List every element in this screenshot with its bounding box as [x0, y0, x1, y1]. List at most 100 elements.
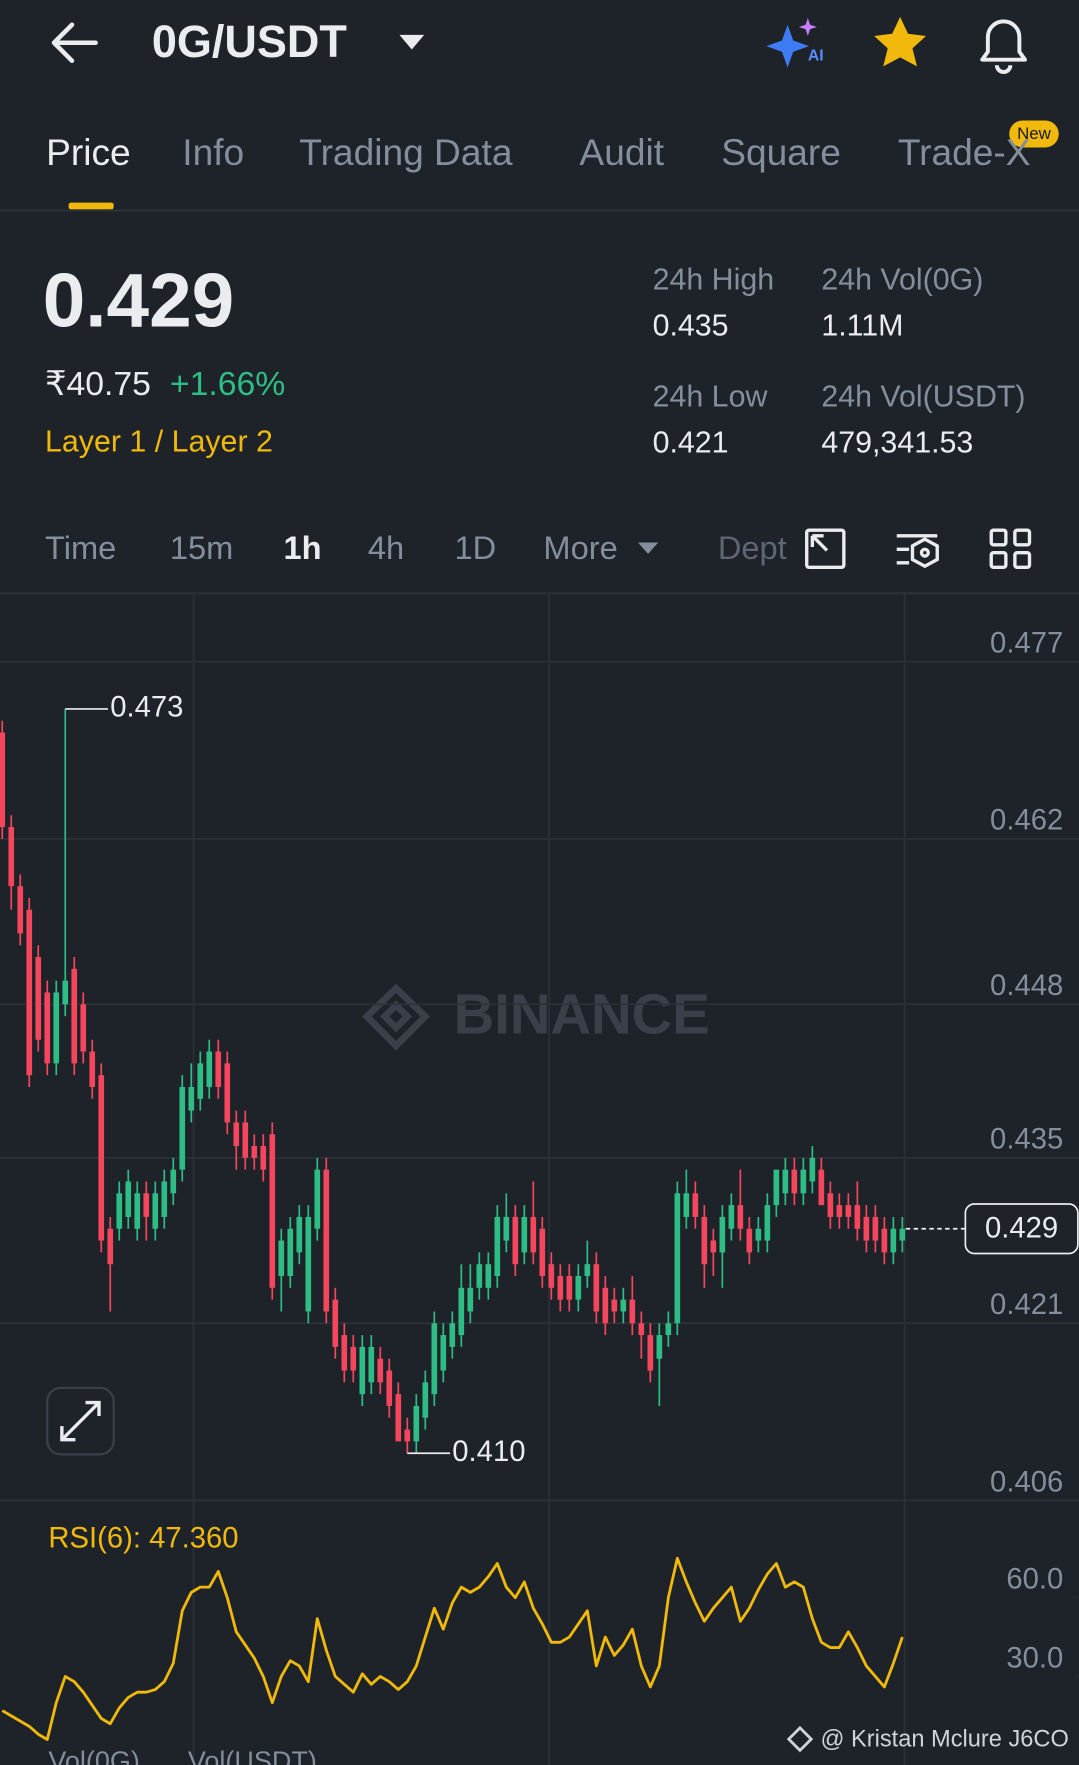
stat-label: 24h Vol(USDT) [821, 380, 1025, 414]
last-price: 0.429 [43, 258, 234, 343]
candle-body [548, 1264, 555, 1288]
candle-body [62, 980, 69, 1005]
candle-body [296, 1216, 303, 1253]
pair-title[interactable]: 0G/USDT [152, 16, 347, 67]
stat-value: 1.11M [821, 309, 903, 343]
y-tick-label: 0.406 [990, 1466, 1063, 1498]
candle-body [350, 1346, 357, 1371]
stat-label: 24h Low [653, 380, 769, 414]
candle-body [710, 1240, 717, 1253]
tab[interactable]: Trade-X [898, 131, 1031, 173]
candle-body [476, 1264, 483, 1288]
candle-body [431, 1323, 438, 1395]
candle-body [665, 1323, 672, 1336]
new-badge [1009, 120, 1059, 148]
candle-body [386, 1370, 393, 1406]
stat-label: 24h Vol(0G) [821, 262, 983, 296]
candle-body [305, 1216, 312, 1312]
depth-toggle-icon[interactable] [805, 528, 846, 570]
interval[interactable]: 15m [170, 529, 233, 566]
candle-body [890, 1228, 897, 1253]
ai-button[interactable]: AI [766, 18, 824, 68]
candle-body [521, 1216, 528, 1253]
y-tick-label: 0.462 [990, 805, 1063, 837]
candle-body [215, 1051, 222, 1087]
candle-body [539, 1228, 546, 1277]
candle-body [161, 1181, 168, 1217]
pair-dropdown[interactable] [399, 34, 425, 50]
fiat-price: ₹40.75 [45, 365, 151, 403]
candle-body [692, 1193, 699, 1217]
last-price-box [964, 1203, 1079, 1255]
candle-body [179, 1086, 186, 1170]
last-price-label: 0.429 [985, 1213, 1058, 1245]
candle-body [773, 1169, 780, 1206]
candle-body [332, 1299, 339, 1347]
layout-icon[interactable] [989, 528, 1032, 570]
rsi-title: RSI(6): 47.360 [48, 1523, 238, 1555]
candle-body [359, 1346, 366, 1395]
interval[interactable]: More [543, 529, 617, 566]
candle-body [530, 1216, 537, 1253]
tab[interactable]: Trading Data [299, 131, 513, 173]
candle-body [494, 1216, 501, 1277]
candle-body [242, 1122, 249, 1158]
candle-body [143, 1193, 150, 1217]
candle-body [134, 1193, 141, 1229]
low-label: 0.410 [452, 1436, 525, 1468]
credit: @ Kristan Mclure J6CO [820, 1726, 1068, 1752]
candle-body [116, 1193, 123, 1229]
y-tick-label: 0.448 [990, 970, 1063, 1002]
tab[interactable]: Square [721, 131, 841, 173]
svg-text:AI: AI [808, 47, 824, 64]
interval[interactable]: 1h [284, 529, 322, 566]
indicator-settings-icon[interactable] [896, 534, 939, 569]
interval[interactable]: 1D [455, 529, 497, 566]
interval[interactable]: 4h [368, 529, 404, 566]
candle-body [35, 957, 42, 1040]
candle-body [782, 1169, 789, 1194]
tab[interactable]: Price [46, 131, 131, 173]
candle-body [8, 827, 15, 887]
volume-label: Vol(USDT) [188, 1746, 317, 1765]
stat-value: 479,341.53 [821, 426, 973, 460]
tab[interactable]: Audit [579, 131, 664, 173]
candle-body [512, 1216, 519, 1265]
alert-button[interactable] [980, 19, 1027, 74]
back-button[interactable] [51, 22, 98, 64]
candle-body [17, 886, 24, 934]
candle-body [746, 1228, 753, 1253]
tab[interactable]: Info [182, 131, 244, 173]
y-tick-label: 60.0 [1006, 1564, 1063, 1596]
candle-body [377, 1358, 384, 1383]
rsi-line [1, 1556, 904, 1741]
interval[interactable]: Dept [718, 529, 787, 566]
candle-body [818, 1169, 825, 1206]
candle-body [188, 1086, 195, 1111]
new-badge-text: New [1017, 124, 1052, 143]
more-dropdown[interactable] [637, 542, 659, 554]
candle-body [557, 1276, 564, 1300]
candle-body [629, 1299, 636, 1324]
price-change: +1.66% [170, 365, 285, 403]
candle-body [674, 1193, 681, 1324]
candle-body [341, 1335, 348, 1371]
candle-body [80, 1004, 87, 1052]
candle-body [755, 1228, 762, 1241]
candle-body [836, 1205, 843, 1217]
favorite-button[interactable] [874, 16, 926, 67]
interval[interactable]: Time [45, 529, 116, 566]
candle-body [719, 1216, 726, 1253]
sector-tag[interactable]: Layer 1 / Layer 2 [45, 425, 273, 459]
candle-body [881, 1228, 888, 1253]
candle-body [503, 1216, 510, 1241]
fullscreen-button[interactable] [46, 1386, 115, 1456]
candle-body [98, 1075, 105, 1241]
candle-body [566, 1276, 573, 1300]
candle-body [845, 1205, 852, 1217]
candle-body [440, 1335, 447, 1371]
candle-body [260, 1146, 267, 1170]
candle-body [89, 1051, 96, 1087]
